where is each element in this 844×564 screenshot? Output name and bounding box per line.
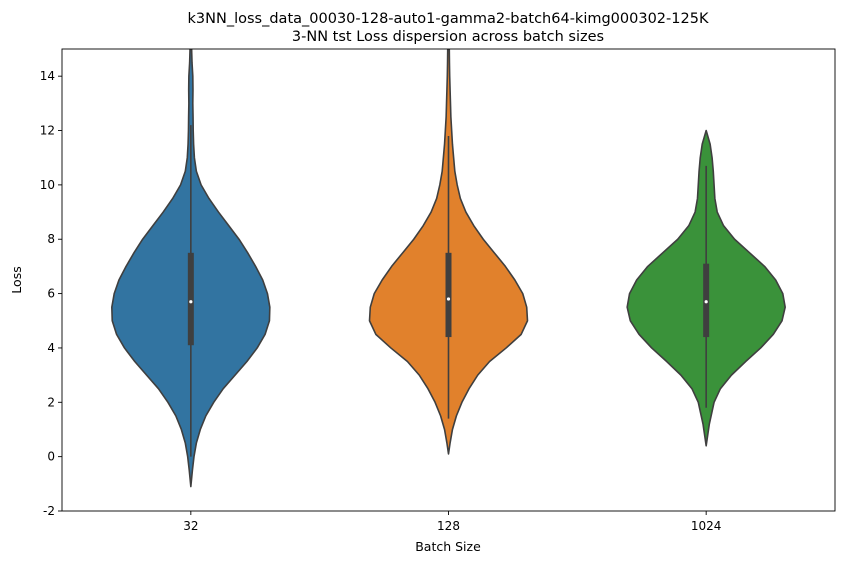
y-tick-label: 2 — [47, 395, 55, 409]
violin-iqr-box-32 — [187, 252, 194, 346]
y-tick-label: 6 — [47, 287, 55, 301]
x-tick-label-1024: 1024 — [691, 519, 722, 533]
y-tick-label: 4 — [47, 341, 55, 355]
x-axis-label: Batch Size — [415, 539, 481, 554]
chart-subtitle: 3-NN tst Loss dispersion across batch si… — [292, 29, 604, 45]
y-axis: -2 0 2 4 6 8 10 12 14 — [40, 69, 62, 518]
y-tick-label: 10 — [40, 178, 55, 192]
violin-median-128 — [446, 297, 451, 301]
violin-iqr-box-128 — [445, 252, 452, 338]
x-tick-label-128: 128 — [437, 519, 460, 533]
violin-median-32 — [189, 300, 193, 304]
x-tick-label-32: 32 — [183, 519, 198, 533]
y-tick-label: 14 — [40, 69, 55, 83]
y-tick-label: 8 — [47, 232, 55, 246]
chart-title: k3NN_loss_data_00030-128-auto1-gamma2-ba… — [188, 11, 709, 27]
x-axis: 32 128 1024 — [183, 511, 721, 533]
y-tick-label: 12 — [40, 124, 55, 138]
y-axis-label: Loss — [9, 266, 24, 293]
violins-layer — [111, 49, 786, 488]
plot-frame — [61, 48, 836, 512]
violin-median-1024 — [704, 300, 708, 304]
y-tick-label: -2 — [43, 504, 55, 518]
y-tick-label: 0 — [47, 450, 55, 464]
